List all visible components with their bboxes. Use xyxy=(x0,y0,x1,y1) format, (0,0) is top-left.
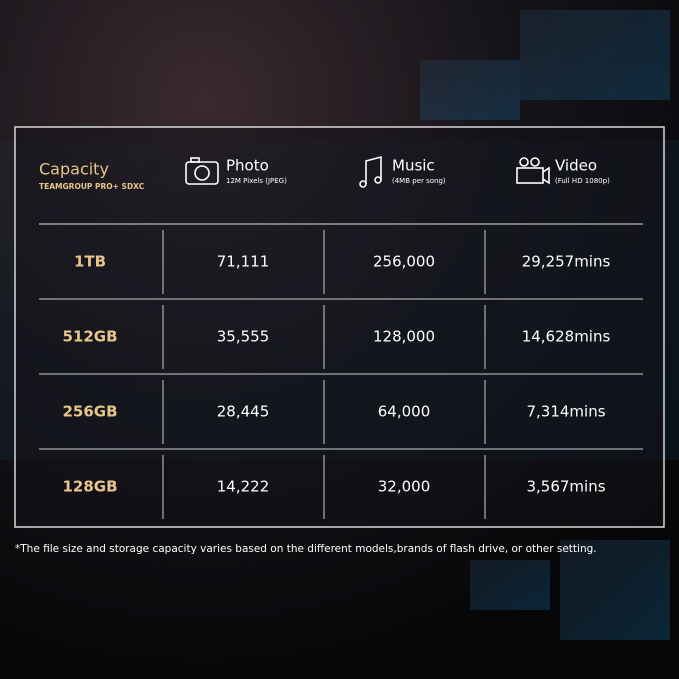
column-subtitle: 12M Pixels (JPEG) xyxy=(226,177,287,185)
table-panel xyxy=(14,126,665,528)
icons xyxy=(185,155,550,188)
cell-value: 35,555 xyxy=(217,328,270,346)
cell-value: 14,628mins xyxy=(522,328,611,346)
footnote: *The file size and storage capacity vari… xyxy=(15,543,597,555)
column-subtitle: (Full HD 1080p) xyxy=(555,177,610,185)
header-title: Capacity xyxy=(39,160,109,179)
column-title: Photo xyxy=(226,157,269,175)
column-title: Video xyxy=(555,157,597,175)
capacity-label: 512GB xyxy=(62,328,117,346)
capacity-label: 1TB xyxy=(74,253,106,271)
cell-value: 256,000 xyxy=(373,253,435,271)
cell-value: 32,000 xyxy=(378,478,431,496)
column-title: Music xyxy=(392,157,435,175)
cell-value: 64,000 xyxy=(378,403,431,421)
cell-value: 128,000 xyxy=(373,328,435,346)
cell-value: 3,567mins xyxy=(526,478,605,496)
table-body: 1TB 71,111 256,000 29,257mins 512GB 35,555 128… xyxy=(39,230,643,519)
capacity-label: 128GB xyxy=(62,478,117,496)
capacity-label: 256GB xyxy=(62,403,117,421)
cell-value: 7,314mins xyxy=(526,403,605,421)
cell-value: 28,445 xyxy=(217,403,270,421)
header-subtitle: TEAMGROUP PRO+ SDXC xyxy=(39,182,145,191)
cell-value: 29,257mins xyxy=(522,253,611,271)
cell-value: 14,222 xyxy=(217,478,270,496)
cell-value: 71,111 xyxy=(217,253,270,271)
column-subtitle: (4MB per song) xyxy=(392,177,446,185)
